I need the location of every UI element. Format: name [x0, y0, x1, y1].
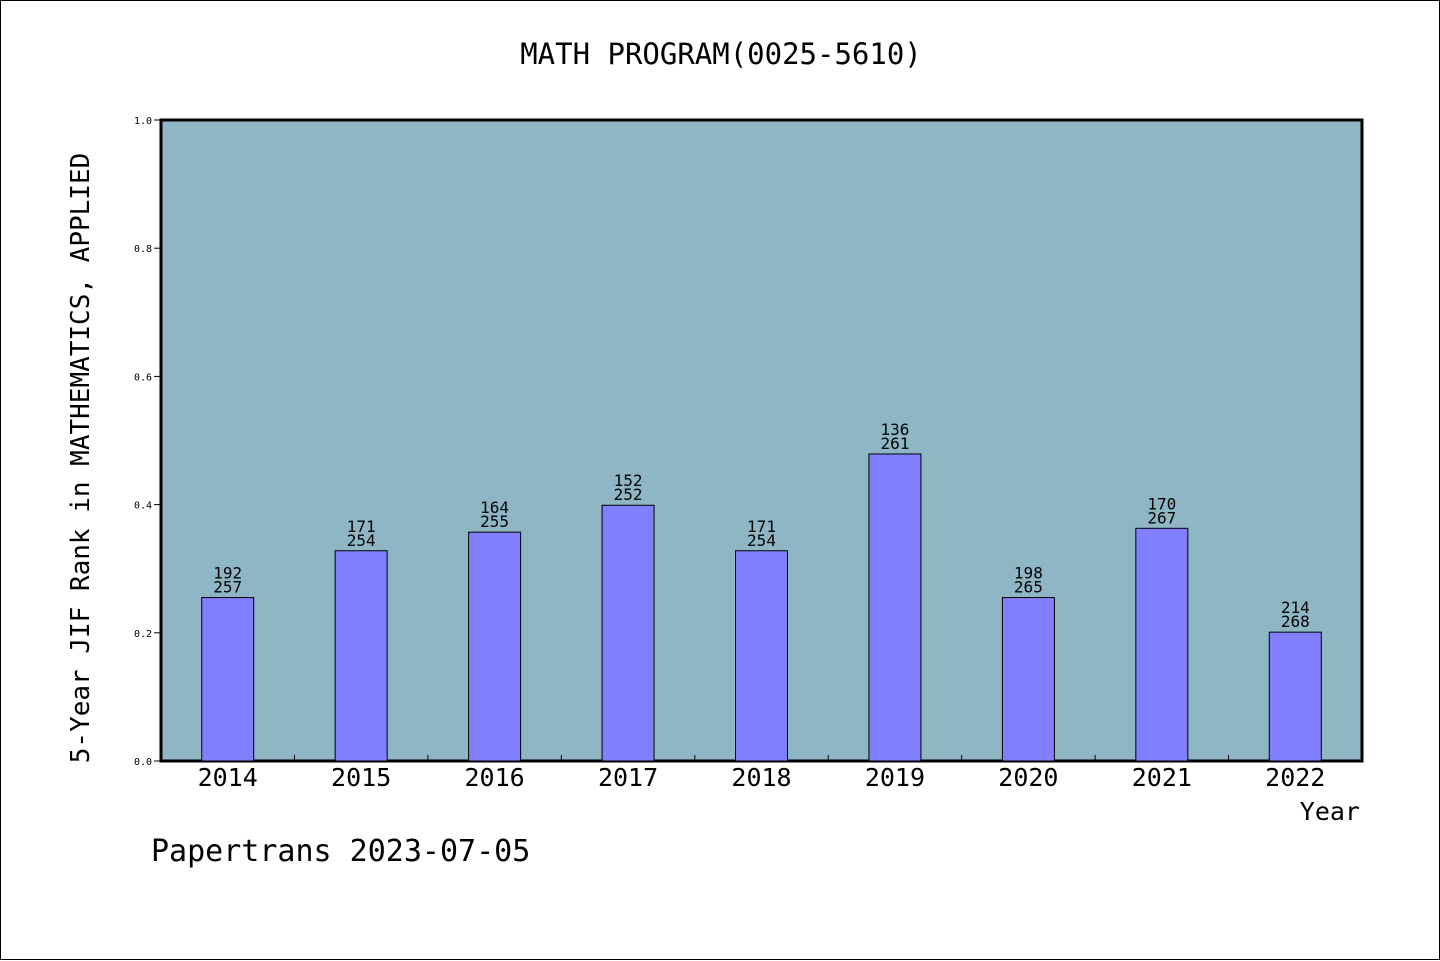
- bar-2017: [601, 504, 655, 762]
- x-tick-label: 2019: [865, 763, 925, 792]
- bar-rank-label: 170: [1147, 494, 1176, 513]
- x-axis-label: Year: [1300, 797, 1360, 826]
- x-tick-label: 2018: [731, 763, 791, 792]
- bar-rank-label: 171: [347, 517, 376, 536]
- y-tick-label: 0.8: [134, 244, 152, 255]
- bar-series: [201, 453, 1322, 762]
- bar-rank-label: 152: [614, 471, 643, 490]
- bar-2018: [735, 550, 788, 762]
- y-tick-label: 0.2: [134, 629, 152, 640]
- footer-note: Papertrans 2023-07-05: [151, 834, 531, 869]
- y-tick-label: 0.4: [134, 501, 152, 512]
- bar-rank-label: 214: [1281, 598, 1310, 617]
- bar-2019: [868, 453, 922, 762]
- bar-total-label: 257: [213, 578, 242, 597]
- y-tick-label: 1.0: [134, 116, 152, 127]
- bar-rank-label: 164: [480, 498, 509, 517]
- x-tick-label: 2022: [1265, 763, 1325, 792]
- bar-total-label: 261: [880, 434, 909, 453]
- bar-rank-label: 136: [880, 420, 909, 439]
- bar-total-label: 252: [614, 485, 643, 504]
- x-tick-label: 2016: [465, 763, 525, 792]
- bar-rank-label: 198: [1014, 564, 1043, 583]
- bar-total-label: 265: [1014, 578, 1043, 597]
- x-tick-label: 2015: [331, 763, 391, 792]
- bar-total-label: 254: [747, 531, 776, 550]
- bar-2022: [1268, 631, 1322, 762]
- y-tick-label: 0.6: [134, 372, 152, 383]
- bar-total-label: 267: [1147, 508, 1176, 527]
- x-axis: 2014 2015 2016 2017 2018 2019 2020 2021 2022: [198, 755, 1325, 792]
- y-axis-label: 5-Year JIF Rank in MATHEMATICS, APPLIED: [66, 153, 96, 763]
- y-axis: 0.0 0.2 0.4 0.6 0.8 1.0: [134, 116, 161, 768]
- x-tick-label: 2020: [998, 763, 1058, 792]
- bar-2020: [1001, 597, 1055, 762]
- bar-2014: [201, 597, 255, 762]
- bar-labels: 1922571712541642551522521712541362611982…: [213, 420, 1309, 631]
- bar-rank-label: 192: [213, 564, 242, 583]
- bar-total-label: 268: [1281, 612, 1310, 631]
- chart-title: MATH PROGRAM(0025-5610): [520, 37, 922, 71]
- bar-total-label: 254: [347, 531, 376, 550]
- x-tick-label: 2021: [1132, 763, 1192, 792]
- bar-rank-label: 171: [747, 517, 776, 536]
- x-tick-label: 2017: [598, 763, 658, 792]
- bar-total-label: 255: [480, 512, 509, 531]
- bar-2015: [334, 550, 388, 762]
- x-tick-label: 2014: [198, 763, 258, 792]
- y-tick-label: 0.0: [134, 757, 152, 768]
- bar-2021: [1135, 527, 1189, 762]
- bar-2016: [468, 531, 522, 762]
